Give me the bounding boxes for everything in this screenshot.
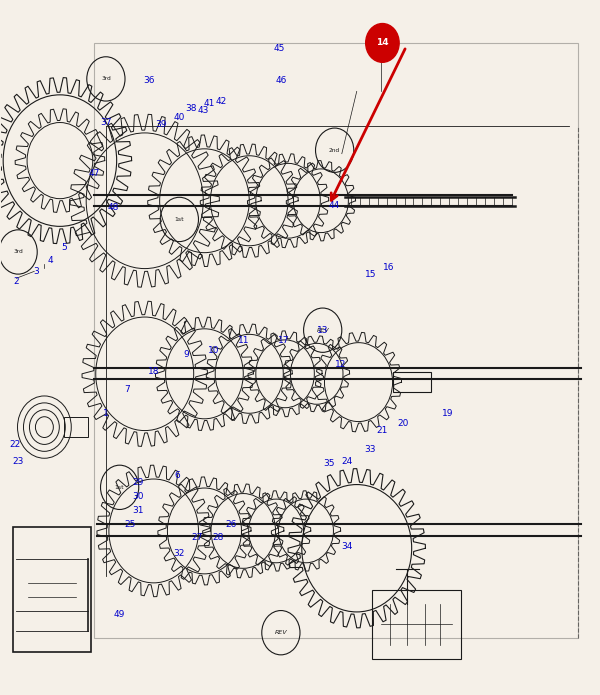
Text: 38: 38 <box>185 104 197 113</box>
Text: 12: 12 <box>335 360 346 369</box>
Text: 3rd: 3rd <box>13 250 23 254</box>
Text: 49: 49 <box>114 610 125 619</box>
Text: REV: REV <box>275 630 287 635</box>
Text: 37: 37 <box>100 118 112 127</box>
Text: 47: 47 <box>88 169 100 177</box>
Text: 13: 13 <box>317 326 328 335</box>
Text: 29: 29 <box>132 478 143 487</box>
Text: 35: 35 <box>323 459 334 468</box>
Text: 9: 9 <box>184 350 190 359</box>
Text: 2: 2 <box>14 277 19 286</box>
Text: 1: 1 <box>103 409 109 418</box>
Text: 16: 16 <box>383 263 394 272</box>
Text: 28: 28 <box>212 533 223 542</box>
Text: 48: 48 <box>108 203 119 212</box>
Text: 22: 22 <box>9 440 20 449</box>
Text: 23: 23 <box>13 457 24 466</box>
Text: 42: 42 <box>215 97 227 106</box>
Text: 41: 41 <box>203 99 215 108</box>
Text: 4: 4 <box>47 256 53 265</box>
Text: 15: 15 <box>365 270 376 279</box>
Text: 5: 5 <box>61 243 67 252</box>
Text: 33: 33 <box>365 445 376 455</box>
Text: 17: 17 <box>278 336 289 345</box>
Text: 43: 43 <box>197 106 209 115</box>
Text: 14: 14 <box>376 38 389 47</box>
Text: 18: 18 <box>148 367 160 376</box>
Text: 25: 25 <box>124 520 136 528</box>
Text: 11: 11 <box>238 336 249 345</box>
Text: 39: 39 <box>155 120 167 129</box>
Text: 45: 45 <box>274 44 285 53</box>
Text: 32: 32 <box>173 549 185 558</box>
Text: 3: 3 <box>33 267 39 276</box>
Text: 31: 31 <box>132 506 143 515</box>
Text: 36: 36 <box>144 76 155 85</box>
Text: 1st: 1st <box>175 217 184 222</box>
Text: 14: 14 <box>377 38 388 47</box>
Text: 10: 10 <box>208 347 219 355</box>
Text: 19: 19 <box>442 409 454 418</box>
Text: REV: REV <box>316 328 329 333</box>
Text: 8: 8 <box>378 42 383 51</box>
Text: 1st: 1st <box>115 485 124 490</box>
Text: 34: 34 <box>341 542 352 551</box>
Text: 30: 30 <box>132 492 143 501</box>
Circle shape <box>365 24 399 63</box>
Text: 3rd: 3rd <box>101 76 111 81</box>
Text: 24: 24 <box>341 457 352 466</box>
Text: 21: 21 <box>377 426 388 435</box>
Text: 44: 44 <box>329 201 340 210</box>
Text: 40: 40 <box>173 113 185 122</box>
Text: 6: 6 <box>175 471 181 480</box>
Text: 2nd: 2nd <box>329 148 340 153</box>
Text: 20: 20 <box>397 419 409 428</box>
Text: 46: 46 <box>275 76 287 85</box>
Text: 7: 7 <box>124 384 130 393</box>
Text: 26: 26 <box>226 520 237 528</box>
Text: 27: 27 <box>191 533 203 542</box>
